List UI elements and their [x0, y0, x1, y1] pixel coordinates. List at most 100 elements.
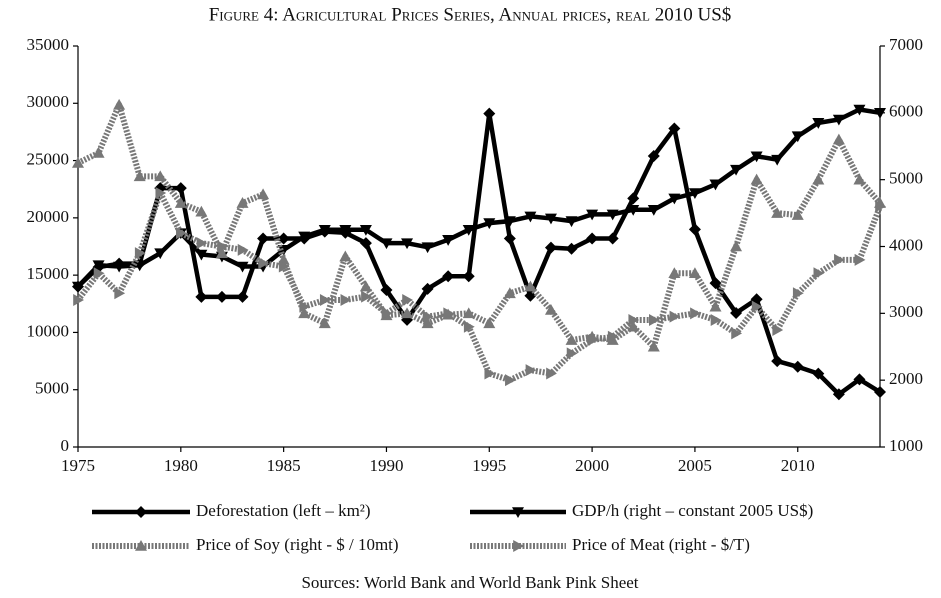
point-marker [339, 224, 352, 236]
point-marker [462, 307, 475, 319]
point-marker [155, 187, 167, 200]
point-marker [586, 232, 599, 245]
point-marker [565, 334, 578, 345]
point-marker [669, 310, 681, 323]
point-marker [544, 241, 557, 254]
point-marker [832, 388, 845, 401]
point-marker [442, 235, 455, 246]
y-tick-label: 20000 [27, 207, 70, 226]
point-marker [772, 324, 784, 337]
y-tick-label: 5000 [35, 379, 69, 398]
point-marker [114, 287, 126, 300]
point-marker [565, 242, 578, 255]
y2-tick-label: 4000 [889, 235, 923, 254]
y-tick-label: 35000 [27, 35, 70, 54]
point-marker [688, 223, 701, 236]
point-marker [503, 232, 516, 245]
point-marker [792, 287, 804, 300]
series-line [76, 111, 882, 397]
point-marker [318, 317, 331, 329]
point-marker [587, 334, 599, 347]
point-marker [463, 320, 475, 333]
point-marker [771, 355, 784, 368]
point-marker [544, 303, 557, 315]
x-tick-label: 1980 [164, 456, 198, 475]
point-marker [647, 204, 660, 216]
point-marker [750, 173, 763, 185]
legend-marker [512, 507, 524, 518]
point-marker [154, 248, 167, 260]
point-marker [647, 340, 660, 352]
point-marker [606, 209, 619, 221]
point-marker [318, 224, 331, 236]
point-marker [236, 290, 249, 303]
legend-marker [135, 540, 147, 551]
point-marker [359, 224, 372, 236]
point-marker [195, 205, 208, 217]
point-marker [586, 209, 599, 221]
x-tick-label: 1995 [472, 456, 506, 475]
point-marker [154, 170, 167, 182]
point-marker [134, 247, 146, 260]
point-marker [791, 209, 804, 220]
x-tick-label: 2000 [575, 456, 609, 475]
point-marker [442, 270, 455, 283]
point-marker [628, 314, 640, 327]
point-marker [421, 242, 434, 254]
point-marker [92, 260, 105, 272]
point-marker [483, 107, 496, 120]
x-tick-label: 1985 [267, 456, 301, 475]
point-marker [113, 98, 126, 110]
point-marker [278, 260, 290, 273]
point-marker [257, 232, 270, 245]
point-marker [72, 281, 84, 293]
point-marker [176, 227, 187, 240]
point-marker [812, 173, 825, 185]
point-marker [462, 270, 475, 283]
point-marker [217, 240, 228, 253]
series-line [76, 101, 883, 350]
series-line [75, 190, 883, 384]
y-tick-label: 25000 [27, 149, 70, 168]
point-marker [443, 307, 455, 320]
point-marker [195, 290, 208, 303]
point-marker [853, 104, 866, 116]
point-marker [791, 131, 804, 143]
point-marker [668, 267, 681, 279]
point-marker [688, 267, 701, 279]
point-marker [627, 320, 640, 332]
x-tick-label: 1975 [61, 456, 95, 475]
point-marker [731, 327, 743, 340]
point-marker [236, 197, 249, 208]
point-marker [853, 373, 866, 386]
point-marker [565, 216, 578, 228]
point-marker [483, 218, 496, 230]
legend-label: Deforestation (left – km²) [196, 501, 371, 520]
point-marker [525, 364, 537, 377]
point-marker [277, 245, 290, 256]
point-marker [298, 307, 311, 319]
point-marker [812, 118, 825, 129]
point-marker [874, 386, 886, 399]
y-tick-label: 30000 [27, 92, 70, 111]
x-tick-label: 2005 [678, 456, 712, 475]
x-tick-label: 1990 [369, 456, 403, 475]
point-marker [361, 290, 372, 303]
point-marker [606, 232, 619, 245]
point-marker [668, 193, 681, 205]
point-marker [73, 293, 84, 306]
point-marker [381, 307, 393, 320]
point-marker [503, 216, 516, 228]
point-marker [668, 122, 681, 135]
point-marker [505, 374, 516, 387]
point-marker [688, 188, 701, 200]
source-note: Sources: World Bank and World Bank Pink … [301, 573, 638, 592]
point-marker [133, 260, 146, 272]
point-marker [421, 317, 434, 329]
point-marker [401, 238, 414, 250]
point-marker [648, 314, 660, 327]
x-tick-label: 2010 [781, 456, 815, 475]
chart-title: Figure 4: Agricultural Prices Series, An… [209, 4, 732, 25]
y2-tick-label: 6000 [889, 102, 923, 121]
